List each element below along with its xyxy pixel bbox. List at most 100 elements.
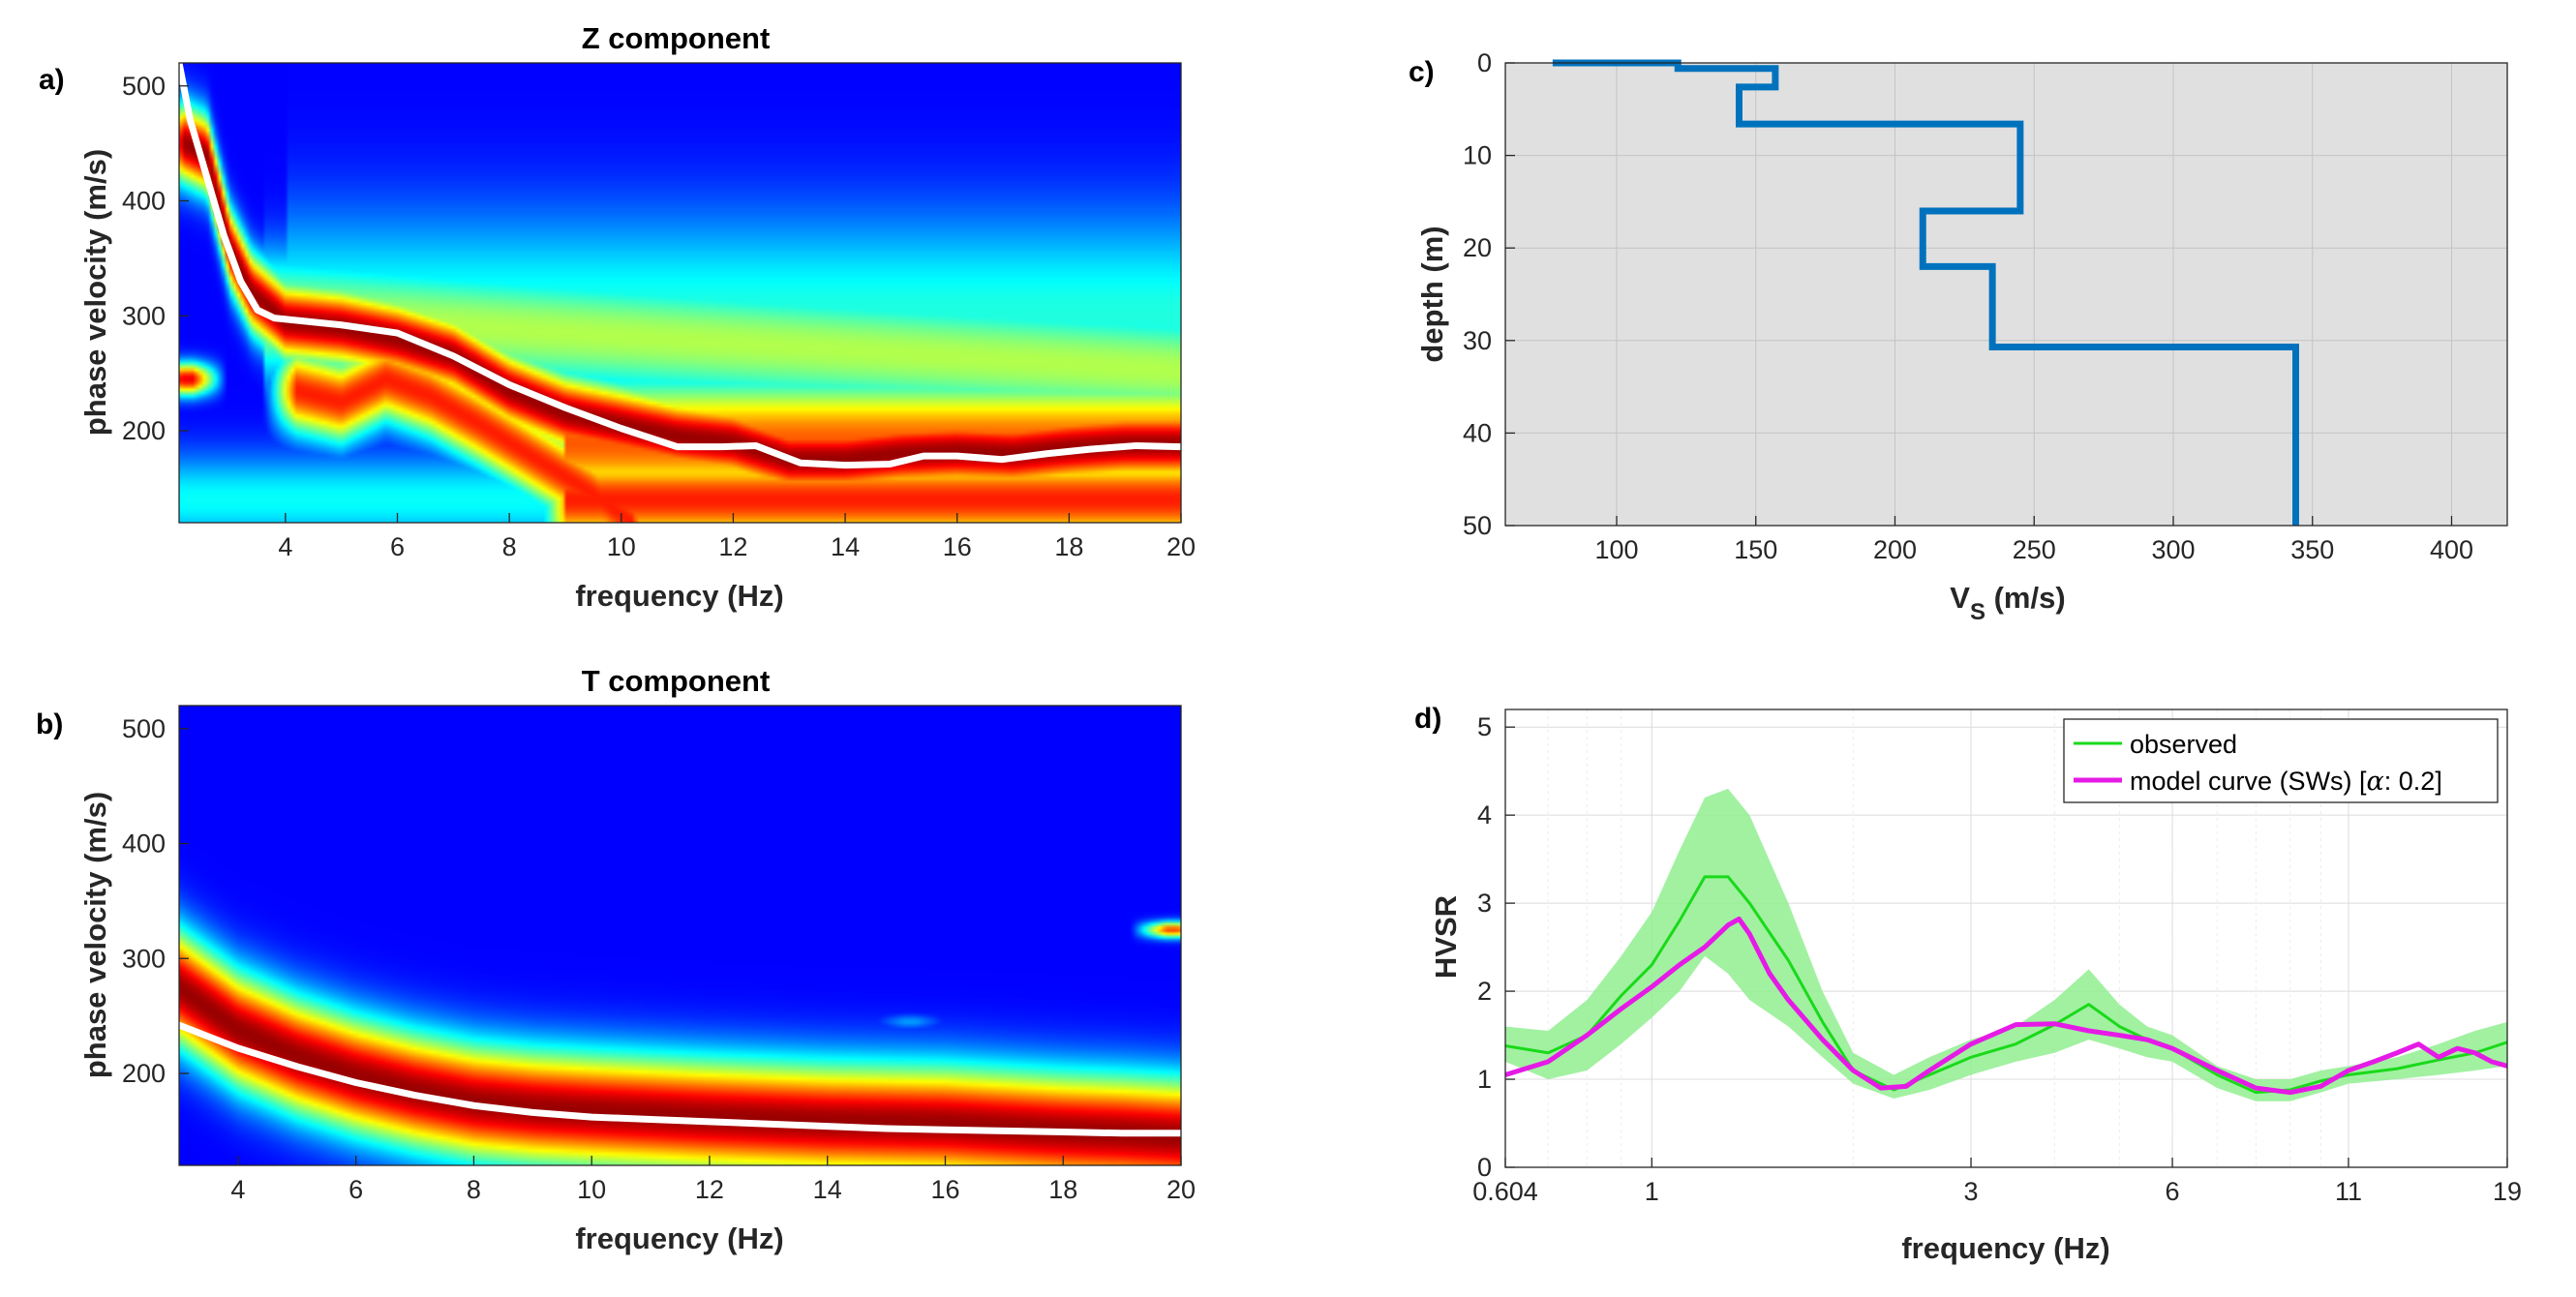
panel-a-frame [178, 62, 1182, 524]
x-tick-label: 20 [1167, 1175, 1196, 1204]
panel-b-x-label: frequency (Hz) [575, 1222, 783, 1255]
panel-c-label: c) [1409, 56, 1435, 88]
panel-d-frame [1504, 709, 2508, 1168]
panel-a-x-label: frequency (Hz) [575, 579, 783, 613]
y-tick-label: 200 [122, 1059, 166, 1088]
legend-model-label-b: : 0.2] [2384, 767, 2442, 796]
x-tick-label: 16 [930, 1175, 959, 1204]
x-tick-label: 18 [1048, 1175, 1077, 1204]
x-tick-label: 350 [2290, 535, 2334, 564]
y-tick-label: 500 [122, 72, 166, 101]
legend-model-label: model curve (SWs) [α: 0.2] [2130, 767, 2442, 797]
panel-b-frame [178, 705, 1182, 1166]
panel-a: a) Z component 4 6 8 10 12 14 16 18 20 200 300 400… [39, 21, 1196, 613]
x-tick-label: 400 [2430, 535, 2473, 564]
panel-c-frame [1504, 62, 2508, 527]
panel-c-x-label: VS (m/s) [1950, 581, 2065, 625]
panel-c-y-label: depth (m) [1415, 226, 1449, 362]
x-tick-label: 250 [2013, 535, 2056, 564]
legend-model-label-a: model curve (SWs) [ [2130, 767, 2367, 796]
panel-a-picked-curve [175, 59, 1185, 469]
x-tick-label: 14 [831, 532, 860, 561]
panel-d-x-label: frequency (Hz) [1901, 1231, 2109, 1265]
x-tick-label: 8 [467, 1175, 481, 1204]
panel-d-observed-curve [1504, 875, 2508, 1095]
x-tick-label: 12 [695, 1175, 724, 1204]
x-tick-label: 4 [230, 1175, 245, 1204]
x-tick-label: 12 [718, 532, 747, 561]
y-tick-label: 400 [122, 187, 166, 216]
panel-c-x-label-v: V [1950, 581, 1970, 615]
x-tick-label: 6 [2166, 1177, 2180, 1206]
panel-d-y-ticks: 0 1 2 3 4 5 [1477, 712, 1515, 1182]
panel-c-x-label-unit: (m/s) [1985, 581, 2066, 615]
panel-a-label: a) [39, 64, 65, 96]
panel-b-y-label: phase velocity (m/s) [78, 792, 112, 1078]
y-tick-label: 20 [1463, 233, 1492, 262]
y-tick-label: 5 [1477, 712, 1492, 741]
panel-a-y-label: phase velocity (m/s) [78, 149, 112, 436]
x-tick-label: 11 [2335, 1177, 2362, 1206]
x-tick-label: 18 [1054, 532, 1083, 561]
x-tick-label: 19 [2493, 1177, 2522, 1206]
y-tick-label: 0 [1477, 1153, 1492, 1182]
y-tick-label: 10 [1463, 141, 1492, 170]
legend-observed-label: observed [2130, 730, 2237, 759]
panel-b: b) T component 4 6 8 10 12 14 16 18 20 200 300 400… [36, 664, 1196, 1255]
x-tick-label: 14 [813, 1175, 842, 1204]
panel-d-label: d) [1414, 703, 1441, 735]
panel-d-y-label: HVSR [1429, 895, 1463, 979]
x-tick-label: 150 [1734, 535, 1777, 564]
panel-c-x-ticks: 100 150 200 250 300 350 400 [1594, 516, 2473, 564]
x-tick-label: 8 [502, 532, 517, 561]
panel-d-legend: observed model curve (SWs) [α: 0.2] [2063, 718, 2499, 803]
x-tick-label: 6 [349, 1175, 363, 1204]
x-tick-label: 16 [943, 532, 972, 561]
panel-a-title: Z component [582, 21, 771, 55]
panel-c-y-ticks: 0 10 20 30 40 50 [1463, 48, 1515, 540]
y-tick-label: 40 [1463, 418, 1492, 447]
panel-b-y-ticks: 200 300 400 500 [122, 714, 189, 1088]
x-tick-label: 6 [390, 532, 405, 561]
y-tick-label: 4 [1477, 800, 1492, 829]
panel-b-x-ticks: 4 6 8 10 12 14 16 18 20 [230, 1156, 1196, 1204]
legend-model-label-alpha: α [2367, 767, 2384, 797]
y-tick-label: 300 [122, 944, 166, 973]
y-tick-label: 500 [122, 714, 166, 743]
panel-b-label: b) [36, 709, 63, 740]
y-tick-label: 200 [122, 416, 166, 445]
y-tick-label: 1 [1477, 1065, 1492, 1094]
y-tick-label: 3 [1477, 889, 1492, 918]
panel-b-title: T component [582, 664, 771, 698]
y-tick-label: 400 [122, 829, 166, 859]
y-tick-label: 300 [122, 301, 166, 330]
x-tick-label: 100 [1594, 535, 1638, 564]
panel-d-x-ticks: 0.604 1 3 6 11 19 [1472, 1158, 2522, 1206]
y-tick-label: 30 [1463, 326, 1492, 355]
panel-a-x-ticks: 4 6 8 10 12 14 16 18 20 [278, 513, 1196, 561]
y-tick-label: 0 [1477, 48, 1492, 77]
y-tick-label: 50 [1463, 511, 1492, 540]
x-tick-label: 10 [607, 532, 636, 561]
panel-a-y-ticks: 200 300 400 500 [122, 72, 189, 445]
x-tick-label: 20 [1167, 532, 1196, 561]
x-tick-label: 1 [1645, 1177, 1659, 1206]
panel-d-model-curve [1504, 916, 2508, 1096]
x-tick-label: 3 [1964, 1177, 1979, 1206]
x-tick-label: 300 [2151, 535, 2195, 564]
x-tick-label: 10 [577, 1175, 606, 1204]
panel-c-background [1505, 63, 2507, 526]
panel-c-x-label-sub: S [1970, 599, 1985, 625]
panel-b-heatmap [179, 706, 1181, 1165]
panel-d: d) 0.604 1 3 6 11 19 0 1 2 3 4 5 observed model cu… [1414, 703, 2522, 1265]
x-tick-label: 0.604 [1472, 1177, 1538, 1206]
panel-c-vs-profile [1552, 59, 2299, 526]
panel-c: c) 100 150 200 250 300 350 400 0 10 20 30 40 50 VS … [1409, 48, 2508, 625]
x-tick-label: 200 [1873, 535, 1917, 564]
panel-d-observed-band [1505, 788, 2507, 1101]
panel-d-legend-box [2063, 718, 2499, 803]
panel-b-picked-curve [175, 1021, 1185, 1137]
y-tick-label: 2 [1477, 977, 1492, 1006]
x-tick-label: 4 [278, 532, 292, 561]
